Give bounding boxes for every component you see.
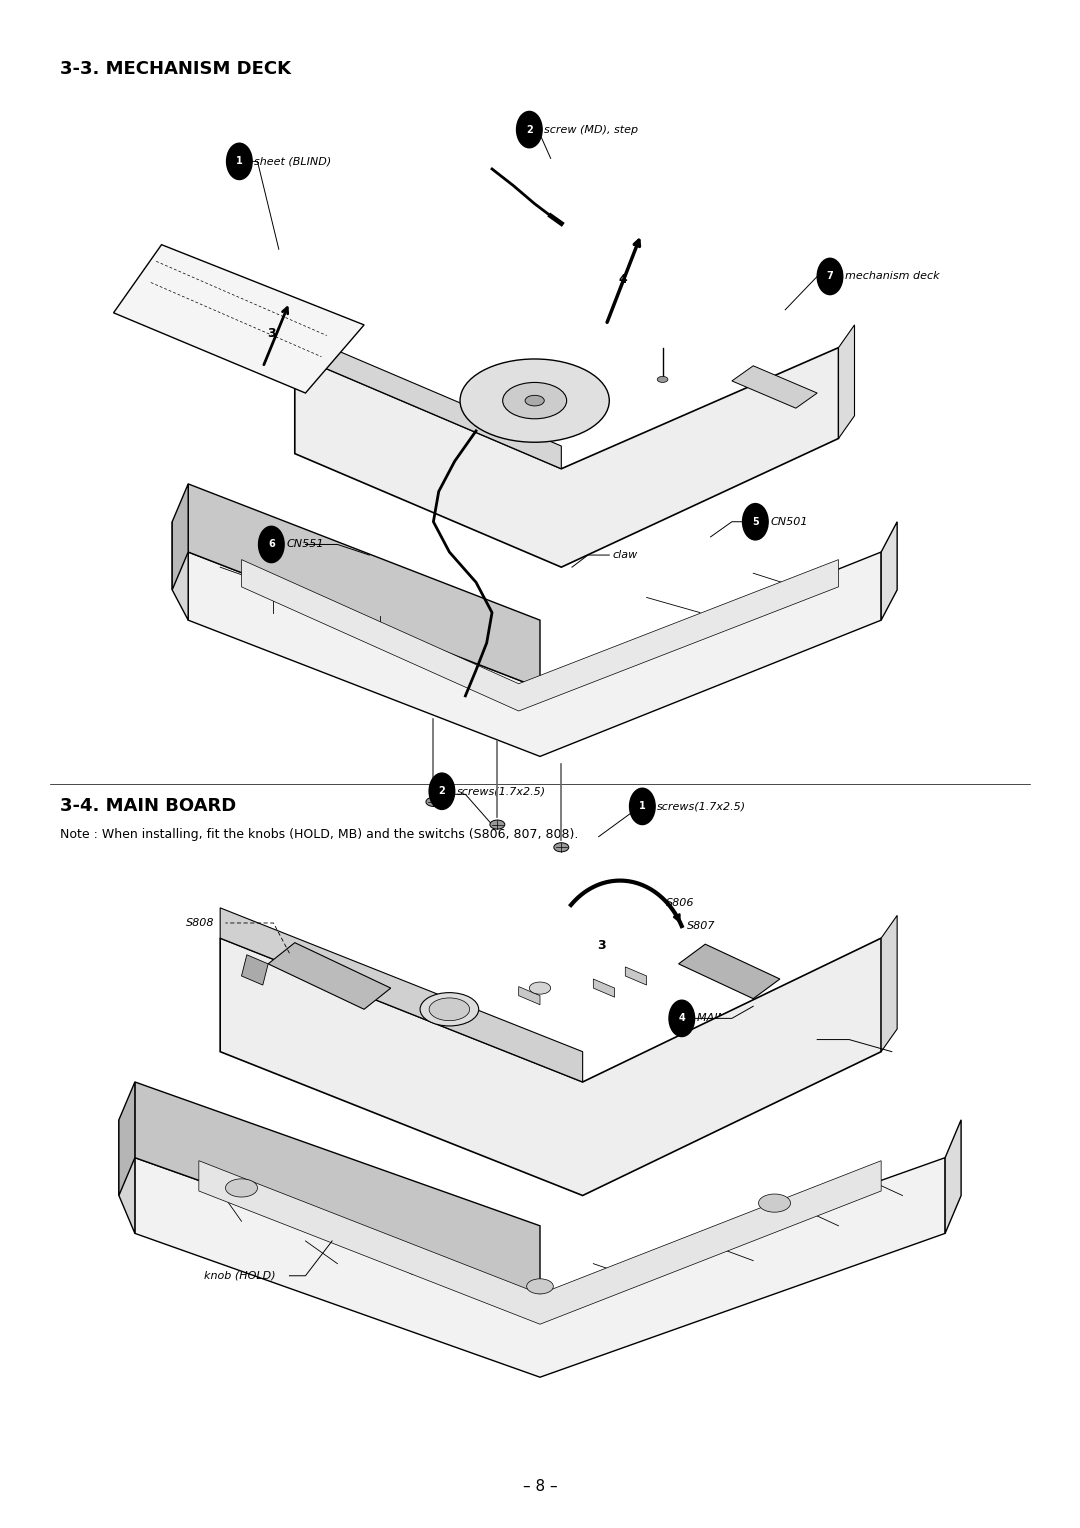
Text: 4: 4 xyxy=(619,274,627,286)
Ellipse shape xyxy=(460,359,609,442)
Text: sheet (BLIND): sheet (BLIND) xyxy=(254,156,332,167)
Circle shape xyxy=(258,526,284,562)
Text: – 8 –: – 8 – xyxy=(523,1479,557,1494)
Polygon shape xyxy=(172,521,188,620)
Text: knobs (MB): knobs (MB) xyxy=(812,1034,875,1045)
Text: 1: 1 xyxy=(639,801,646,811)
Polygon shape xyxy=(119,1120,135,1233)
Text: 3: 3 xyxy=(597,940,606,952)
Text: 5: 5 xyxy=(752,516,759,527)
Ellipse shape xyxy=(658,376,667,382)
Ellipse shape xyxy=(429,998,470,1021)
Circle shape xyxy=(429,773,455,810)
Text: S808: S808 xyxy=(186,918,215,927)
Ellipse shape xyxy=(758,1193,791,1212)
Polygon shape xyxy=(268,943,391,1010)
Polygon shape xyxy=(220,908,582,1082)
Text: 6: 6 xyxy=(268,539,274,550)
Text: knob (HOLD): knob (HOLD) xyxy=(204,1271,275,1280)
Text: S806: S806 xyxy=(665,898,694,908)
Text: 3: 3 xyxy=(267,327,275,341)
Polygon shape xyxy=(242,955,268,986)
Circle shape xyxy=(669,1001,694,1036)
Polygon shape xyxy=(199,1161,881,1325)
Text: screws(1.7x2.5): screws(1.7x2.5) xyxy=(658,801,746,811)
Polygon shape xyxy=(881,521,897,620)
Text: screw (MD), step: screw (MD), step xyxy=(544,125,638,134)
Ellipse shape xyxy=(426,798,441,807)
Polygon shape xyxy=(678,944,780,999)
Polygon shape xyxy=(881,915,897,1051)
Circle shape xyxy=(630,788,656,825)
Ellipse shape xyxy=(529,983,551,995)
Circle shape xyxy=(516,112,542,148)
Polygon shape xyxy=(172,484,188,590)
Polygon shape xyxy=(732,365,818,408)
Ellipse shape xyxy=(527,1279,553,1294)
Ellipse shape xyxy=(226,1180,257,1196)
Polygon shape xyxy=(625,967,647,986)
Polygon shape xyxy=(188,552,881,756)
Text: 2: 2 xyxy=(526,125,532,134)
Polygon shape xyxy=(295,333,562,469)
Ellipse shape xyxy=(525,396,544,406)
Text: Note : When installing, fit the knobs (HOLD, MB) and the switchs (S806, 807, 808: Note : When installing, fit the knobs (H… xyxy=(60,828,579,840)
Polygon shape xyxy=(242,559,838,711)
Circle shape xyxy=(818,258,842,295)
Polygon shape xyxy=(135,1158,945,1377)
Circle shape xyxy=(743,504,768,539)
Polygon shape xyxy=(945,1120,961,1233)
Polygon shape xyxy=(518,987,540,1005)
Text: mechanism deck: mechanism deck xyxy=(845,272,940,281)
Polygon shape xyxy=(295,347,838,567)
Polygon shape xyxy=(135,1082,540,1302)
Ellipse shape xyxy=(420,993,478,1025)
Polygon shape xyxy=(593,979,615,998)
Text: MAIN board: MAIN board xyxy=(697,1013,761,1024)
Polygon shape xyxy=(188,484,540,688)
Text: claw: claw xyxy=(612,550,638,561)
Text: 7: 7 xyxy=(826,272,834,281)
Text: screws(1.7x2.5): screws(1.7x2.5) xyxy=(457,787,546,796)
Text: 3-4. MAIN BOARD: 3-4. MAIN BOARD xyxy=(60,798,237,816)
Text: S807: S807 xyxy=(687,921,716,931)
Ellipse shape xyxy=(554,843,569,851)
Polygon shape xyxy=(113,244,364,393)
Polygon shape xyxy=(220,938,881,1195)
Polygon shape xyxy=(838,325,854,439)
Text: 1: 1 xyxy=(237,156,243,167)
Polygon shape xyxy=(119,1082,135,1195)
Text: 2: 2 xyxy=(438,787,445,796)
Text: 3-3. MECHANISM DECK: 3-3. MECHANISM DECK xyxy=(60,60,292,78)
Text: CN551: CN551 xyxy=(286,539,324,550)
Text: CN501: CN501 xyxy=(770,516,808,527)
Circle shape xyxy=(227,144,252,180)
Ellipse shape xyxy=(490,821,504,830)
Ellipse shape xyxy=(502,382,567,419)
Text: 4: 4 xyxy=(678,1013,685,1024)
